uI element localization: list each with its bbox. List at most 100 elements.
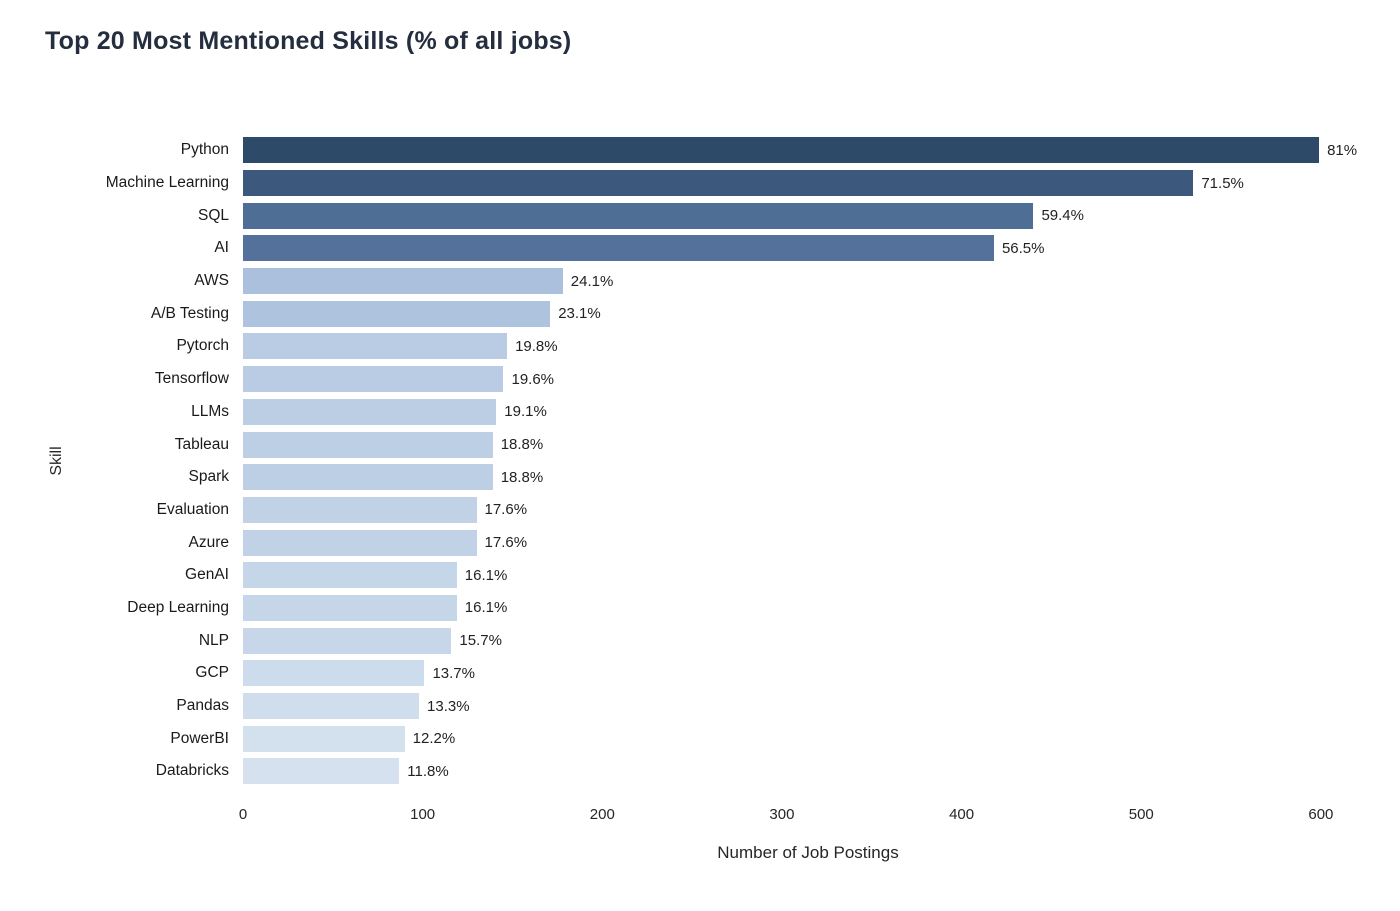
bar-track: 12.2%	[243, 725, 1373, 752]
bar-row: Tensorflow 19.6%	[0, 363, 1400, 396]
bar-row: AWS 24.1%	[0, 265, 1400, 298]
x-tick-label: 600	[1308, 806, 1334, 823]
bar-track: 13.3%	[243, 693, 1373, 720]
bar	[243, 496, 477, 523]
bar-track: 13.7%	[243, 660, 1373, 687]
category-label: GCP	[195, 664, 229, 682]
x-tick-label: 100	[410, 806, 436, 823]
bar	[243, 693, 420, 720]
bar-row: Spark 18.8%	[0, 461, 1400, 494]
bar	[243, 562, 457, 589]
bar-row: Deep Learning 16.1%	[0, 592, 1400, 625]
value-label: 11.8%	[407, 762, 449, 780]
value-label: 81%	[1327, 141, 1358, 159]
bar-row: Machine Learning 71.5%	[0, 167, 1400, 200]
category-label: Deep Learning	[127, 598, 229, 616]
bar-track: 17.6%	[243, 529, 1373, 556]
value-label: 13.7%	[432, 664, 475, 682]
category-label: LLMs	[191, 402, 229, 420]
value-label: 19.8%	[515, 337, 558, 355]
x-tick-label: 300	[769, 806, 795, 823]
value-label: 59.4%	[1041, 207, 1084, 225]
category-label: Azure	[188, 533, 230, 551]
category-label: Databricks	[155, 762, 229, 780]
bar-track: 59.4%	[243, 202, 1373, 229]
bar-track: 24.1%	[243, 268, 1373, 295]
bar-track: 18.8%	[243, 464, 1373, 491]
bar-row: Pytorch 19.8%	[0, 330, 1400, 363]
bar-row: Python 81%	[0, 134, 1400, 167]
category-label: Evaluation	[156, 500, 229, 518]
value-label: 12.2%	[412, 730, 456, 748]
chart-title: Top 20 Most Mentioned Skills (% of all j…	[45, 27, 572, 55]
bar-track: 23.1%	[243, 300, 1373, 327]
bar	[243, 398, 497, 425]
value-label: 23.1%	[558, 305, 601, 323]
bar-track: 16.1%	[243, 562, 1373, 589]
bar-track: 19.6%	[243, 366, 1373, 393]
bar-row: NLP 15.7%	[0, 624, 1400, 657]
category-label: Tensorflow	[154, 370, 229, 388]
category-label: Pandas	[176, 697, 229, 715]
x-tick-label: 400	[949, 806, 975, 823]
category-label: GenAI	[185, 566, 229, 584]
bar	[243, 594, 457, 621]
bar-row: AI 56.5%	[0, 232, 1400, 265]
category-label: Spark	[188, 468, 230, 486]
bar-row: SQL 59.4%	[0, 199, 1400, 232]
bar-track: 81%	[243, 137, 1373, 164]
y-axis-label: Skill	[48, 446, 65, 476]
category-label: Tableau	[174, 435, 229, 453]
bar-track: 19.1%	[243, 398, 1373, 425]
category-label: AI	[214, 239, 229, 257]
bar	[243, 170, 1194, 197]
bar	[243, 300, 551, 327]
bar-row: GCP 13.7%	[0, 657, 1400, 690]
bar	[243, 758, 400, 785]
bar	[243, 660, 425, 687]
category-label: SQL	[197, 206, 229, 224]
category-label: Python	[180, 141, 229, 159]
bar-row: Pandas 13.3%	[0, 690, 1400, 723]
bar-row: Azure 17.6%	[0, 526, 1400, 559]
bar-row: LLMs 19.1%	[0, 396, 1400, 429]
value-label: 13.3%	[427, 697, 470, 715]
bar	[243, 725, 405, 752]
category-label: Pytorch	[176, 337, 229, 355]
x-tick-label: 0	[238, 806, 248, 823]
bar-track: 71.5%	[243, 170, 1373, 197]
value-label: 19.6%	[511, 370, 555, 388]
category-label: Machine Learning	[105, 174, 229, 192]
category-label: NLP	[198, 631, 229, 649]
bar	[243, 529, 477, 556]
chart-plot-area: Python 81% Machine Learning 71.5% SQL 59.4% AI…	[0, 134, 1400, 788]
bar-track: 56.5%	[243, 235, 1373, 262]
bar	[243, 268, 563, 295]
bar-row: A/B Testing 23.1%	[0, 297, 1400, 330]
value-label: 56.5%	[1001, 239, 1045, 257]
category-label: AWS	[194, 272, 229, 290]
value-label: 19.1%	[504, 403, 547, 421]
x-axis: 0 100 200 300 400 500 600	[239, 806, 1373, 828]
value-label: 71.5%	[1201, 174, 1244, 192]
bar-track: 19.8%	[243, 333, 1373, 360]
bar-track: 11.8%	[243, 758, 1373, 785]
bar-row: Tableau 18.8%	[0, 428, 1400, 461]
x-axis-label: Number of Job Postings	[717, 843, 899, 862]
bar-track: 15.7%	[243, 627, 1373, 654]
bar-row: GenAI 16.1%	[0, 559, 1400, 592]
value-label: 18.8%	[500, 468, 544, 486]
value-label: 15.7%	[459, 632, 502, 650]
bar-track: 16.1%	[243, 594, 1373, 621]
bar	[243, 333, 508, 360]
bar	[243, 431, 493, 458]
bar-row: Databricks 11.8%	[0, 755, 1400, 788]
value-label: 17.6%	[484, 501, 528, 519]
bar-row: Evaluation 17.6%	[0, 494, 1400, 527]
value-label: 16.1%	[464, 566, 508, 584]
category-label: A/B Testing	[150, 304, 229, 322]
value-label: 18.8%	[500, 436, 544, 454]
bar-track: 17.6%	[243, 496, 1373, 523]
bar	[243, 464, 493, 491]
